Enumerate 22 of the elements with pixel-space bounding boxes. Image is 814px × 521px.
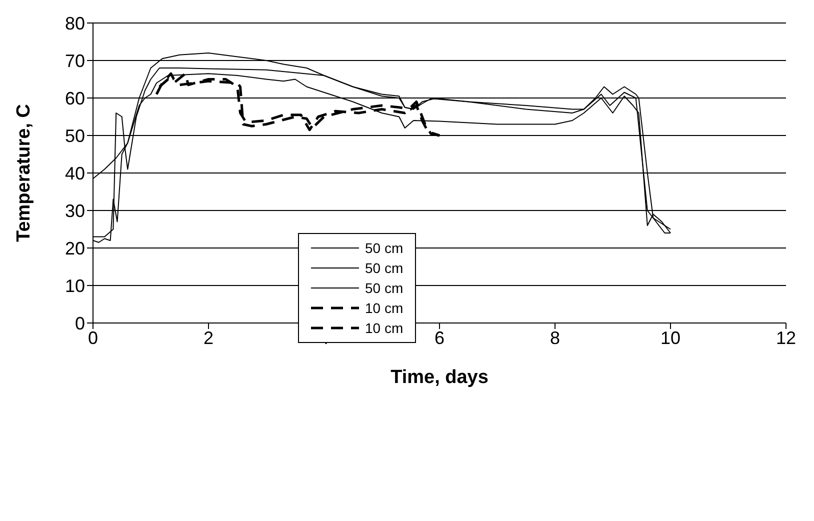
- y-tick-label: 20: [64, 238, 85, 258]
- y-tick-label: 10: [64, 276, 85, 296]
- y-tick-label: 70: [64, 50, 85, 71]
- y-axis-title: Temperature, C: [14, 104, 35, 242]
- y-tick-label: 50: [64, 126, 85, 146]
- x-tick-label: 0: [88, 328, 98, 348]
- legend-label: 50 cm: [365, 240, 404, 256]
- legend-label: 10 cm: [365, 300, 404, 316]
- y-tick-label: 40: [64, 163, 85, 184]
- y-tick-label: 80: [64, 13, 85, 34]
- x-tick-label: 2: [203, 328, 214, 348]
- legend-label: 50 cm: [365, 280, 404, 296]
- x-tick-label: 8: [550, 328, 560, 348]
- y-tick-label: 0: [74, 313, 85, 334]
- y-tick-label: 30: [64, 200, 85, 221]
- x-tick-label: 10: [660, 328, 681, 348]
- x-tick-label: 6: [434, 328, 445, 348]
- x-axis-title: Time, days: [390, 367, 488, 388]
- y-tick-label: 60: [64, 88, 85, 108]
- legend-label: 50 cm: [365, 260, 404, 276]
- legend-label: 10 cm: [365, 320, 404, 336]
- x-tick-label: 12: [776, 328, 796, 348]
